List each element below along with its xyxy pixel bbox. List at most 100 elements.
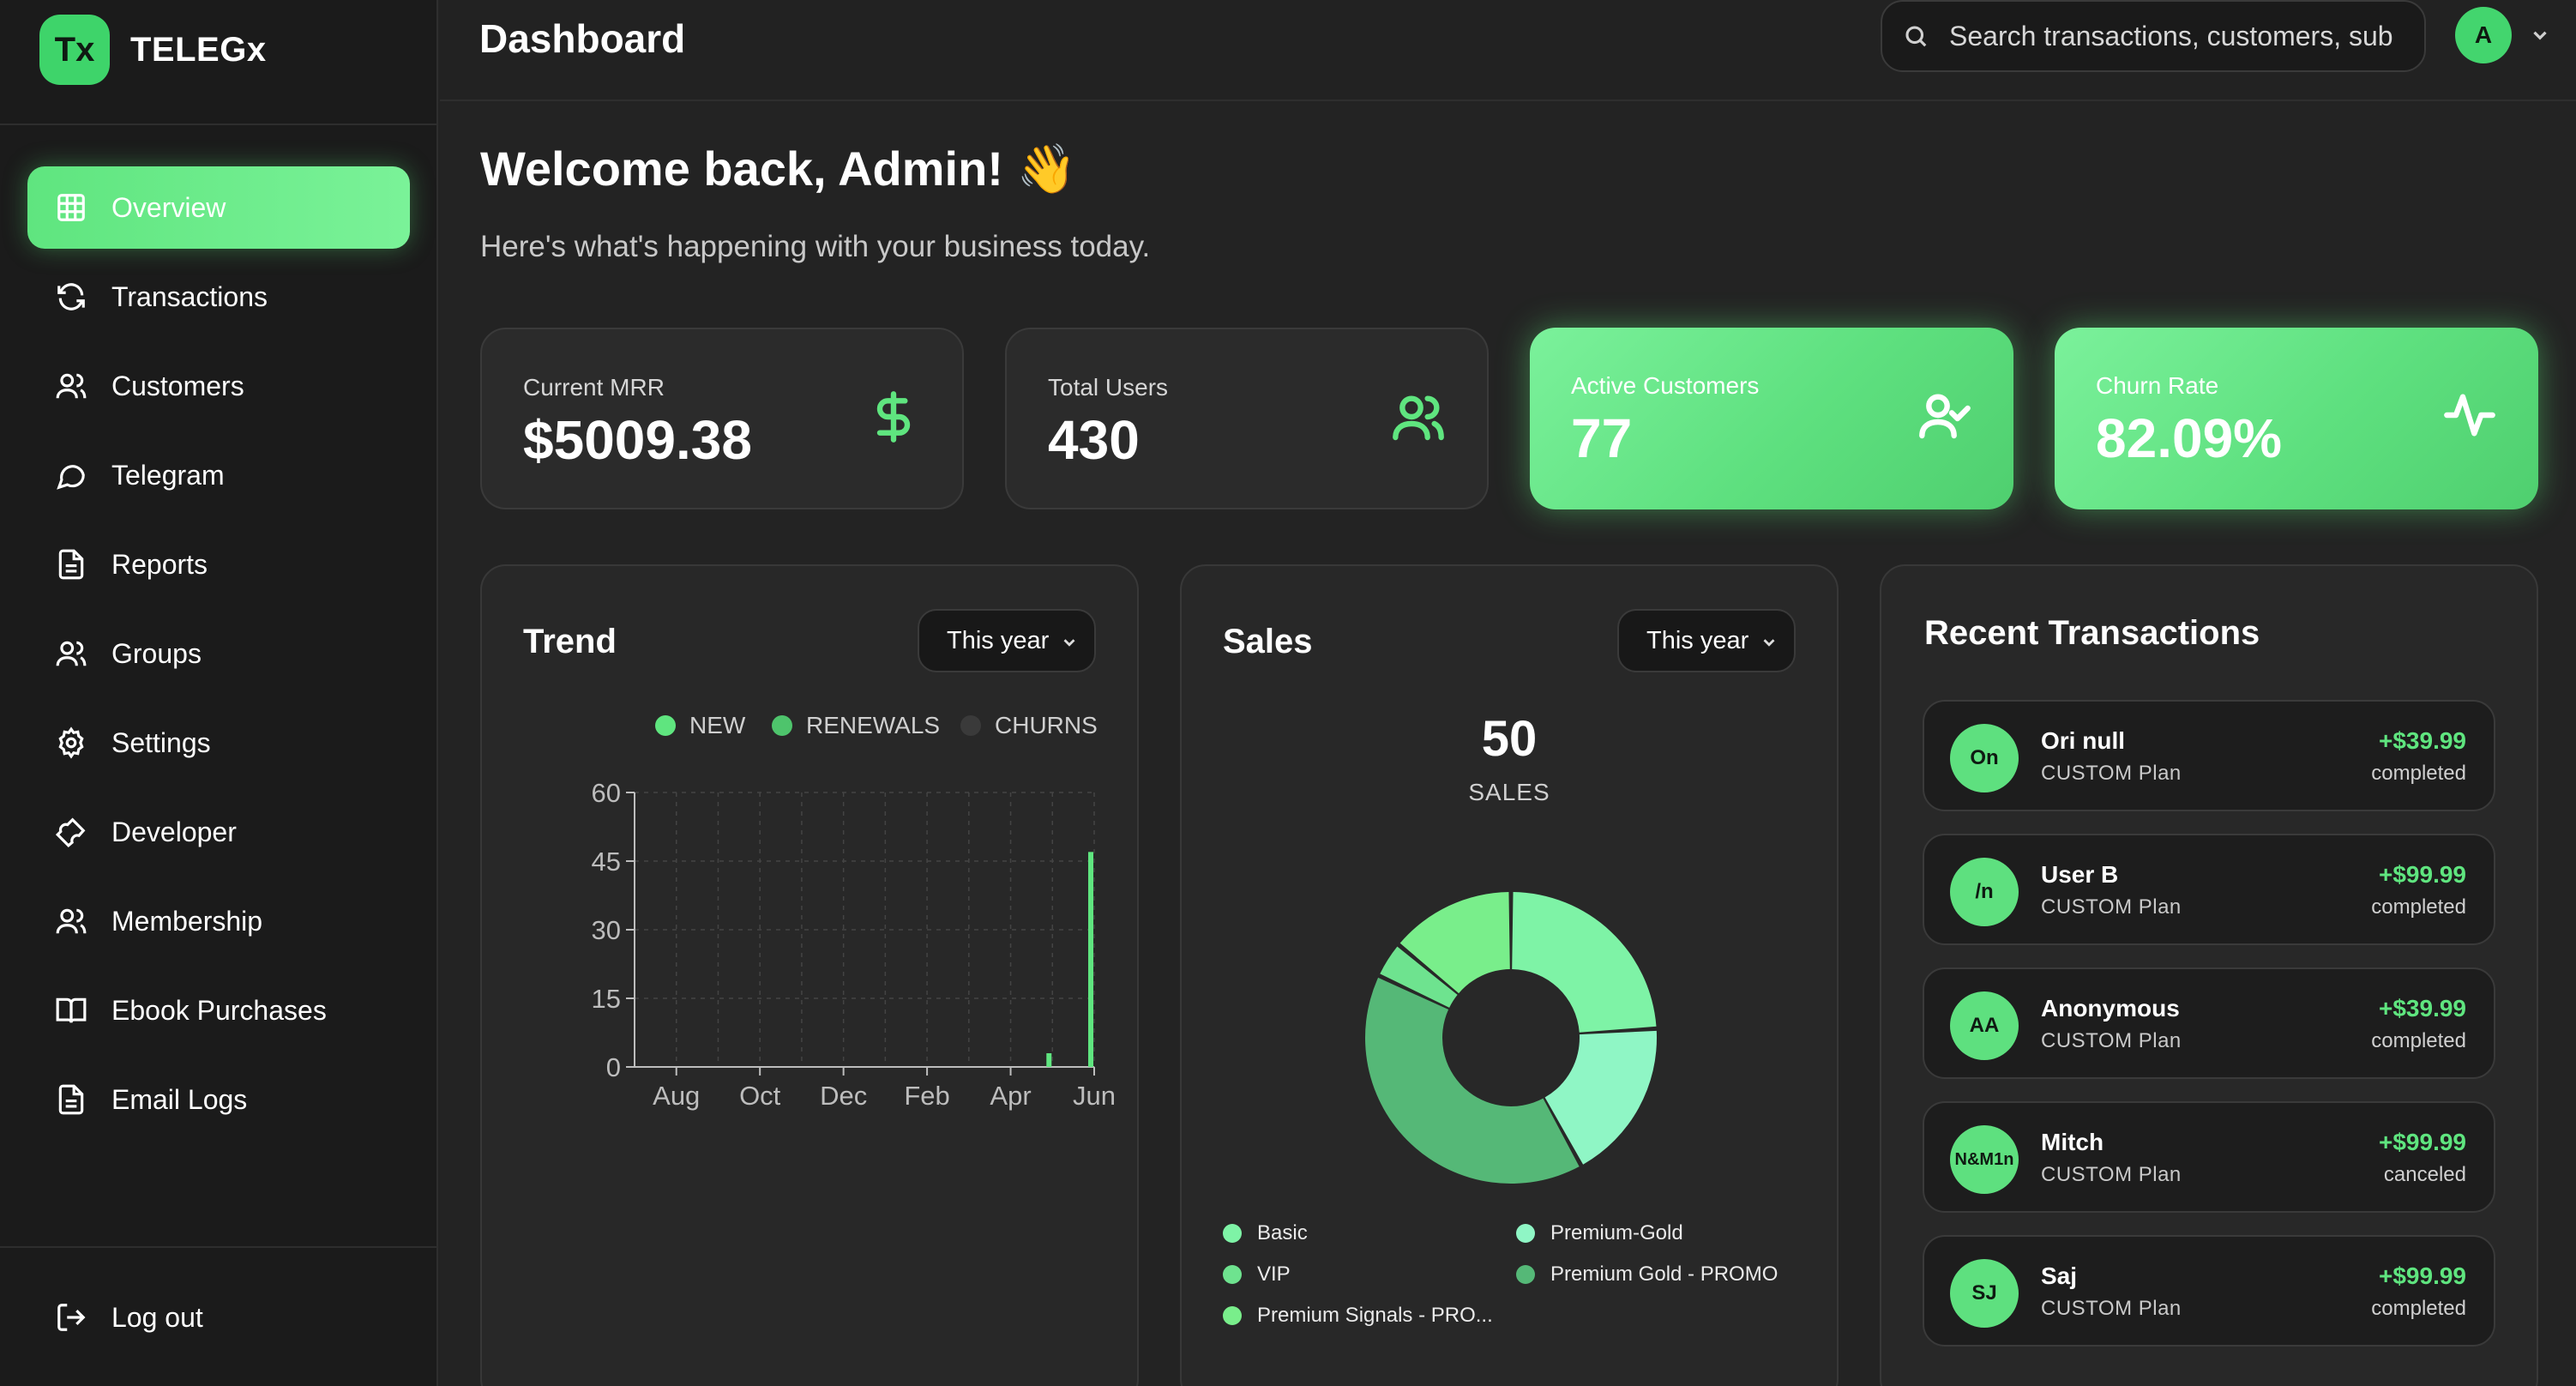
top-header: Dashboard A xyxy=(440,0,2576,101)
trend-legend-item[interactable]: CHURNS xyxy=(960,712,1098,739)
users-icon xyxy=(55,905,87,937)
sidebar-item-label: Settings xyxy=(111,726,211,758)
sidebar-item-ebook-purchases[interactable]: Ebook Purchases xyxy=(27,969,410,1052)
stat-value: 82.09% xyxy=(2096,407,2283,469)
sidebar: Tx TELEGx Overview Transactions Customer… xyxy=(0,0,438,1386)
sales-panel: Sales This year 50 SALES Basic Premium-G… xyxy=(1180,564,1839,1386)
chevron-down-icon xyxy=(1063,639,1075,647)
stat-card-users: Total Users 430 xyxy=(1005,328,1489,509)
avatar: On xyxy=(1950,724,2019,792)
transaction-row[interactable]: N&M1n Mitch CUSTOM Plan +$99.99 canceled xyxy=(1923,1101,2495,1213)
stat-label: Active Customers xyxy=(1571,372,1760,399)
sidebar-item-label: Customers xyxy=(111,370,244,401)
trend-period-dropdown[interactable]: This year xyxy=(918,609,1096,672)
trend-legend-item[interactable]: NEW xyxy=(655,712,745,739)
panel-title: Sales xyxy=(1223,623,1313,660)
transaction-row[interactable]: AA Anonymous CUSTOM Plan +$39.99 complet… xyxy=(1923,967,2495,1079)
refresh-icon xyxy=(55,280,87,313)
transaction-amount: +$39.99 xyxy=(2379,995,2466,1021)
sidebar-item-label: Developer xyxy=(111,816,237,847)
x-tick-label: Apr xyxy=(990,1081,1031,1111)
search-input[interactable] xyxy=(1949,20,2412,52)
sales-total-label: SALES xyxy=(1468,779,1550,805)
legend-label: Premium-Gold xyxy=(1550,1221,1683,1244)
avatar: /n xyxy=(1950,858,2019,926)
grid-icon xyxy=(55,191,87,224)
trend-legend-item[interactable]: RENEWALS xyxy=(772,712,940,739)
document-icon xyxy=(55,548,87,581)
activity-icon xyxy=(2442,388,2497,443)
x-tick-label: Oct xyxy=(739,1081,781,1111)
stat-value: 430 xyxy=(1048,409,1140,471)
stat-card-active-customers: Active Customers 77 xyxy=(1530,328,2013,509)
y-tick-label: 15 xyxy=(592,984,621,1014)
panel-title: Recent Transactions xyxy=(1924,614,2260,652)
sidebar-item-email-logs[interactable]: Email Logs xyxy=(27,1058,410,1141)
sidebar-item-membership[interactable]: Membership xyxy=(27,880,410,962)
sales-legend-item: Premium-Gold xyxy=(1516,1221,1683,1245)
sidebar-item-label: Reports xyxy=(111,548,208,580)
sidebar-item-overview[interactable]: Overview xyxy=(27,166,410,249)
transaction-status: completed xyxy=(2371,1029,2466,1052)
donut-slice xyxy=(1365,977,1580,1184)
transaction-plan: CUSTOM Plan xyxy=(2041,1029,2182,1052)
x-tick-label: Feb xyxy=(904,1081,949,1111)
sidebar-item-groups[interactable]: Groups xyxy=(27,612,410,695)
welcome-subtitle: Here's what's happening with your busine… xyxy=(480,230,1151,263)
x-tick-label: Dec xyxy=(820,1081,867,1111)
sales-legend-item: Premium Signals - PRO... xyxy=(1223,1304,1493,1328)
transaction-plan: CUSTOM Plan xyxy=(2041,1297,2182,1320)
chat-icon xyxy=(55,459,87,491)
sales-legend-item: VIP xyxy=(1223,1262,1291,1287)
transaction-row[interactable]: On Ori null CUSTOM Plan +$39.99 complete… xyxy=(1923,700,2495,811)
transaction-status: completed xyxy=(2371,762,2466,785)
users-icon xyxy=(55,370,87,402)
transaction-row[interactable]: /n User B CUSTOM Plan +$99.99 completed xyxy=(1923,834,2495,945)
stat-label: Total Users xyxy=(1048,374,1169,401)
chevron-down-icon[interactable] xyxy=(2529,24,2551,46)
donut-slice xyxy=(1544,1030,1657,1165)
legend-label: RENEWALS xyxy=(806,712,941,738)
sidebar-item-transactions[interactable]: Transactions xyxy=(27,256,410,338)
search-icon xyxy=(1905,26,1927,47)
logout-button[interactable]: Log out xyxy=(27,1276,410,1359)
transaction-name: User B xyxy=(2041,861,2119,888)
legend-label: CHURNS xyxy=(995,712,1098,738)
trend-chart: 0 15 30 45 60 Aug Oct Dec Feb Apr Jun xyxy=(592,778,1115,1111)
transaction-status: completed xyxy=(2371,1297,2466,1320)
transaction-plan: CUSTOM Plan xyxy=(2041,762,2182,785)
trend-bar xyxy=(1088,852,1093,1067)
sidebar-divider xyxy=(0,124,436,125)
transaction-amount: +$99.99 xyxy=(2379,1262,2466,1289)
avatar[interactable]: A xyxy=(2455,7,2512,63)
transaction-status: completed xyxy=(2371,895,2466,919)
legend-label: Premium Gold - PROMO xyxy=(1550,1262,1779,1286)
transaction-name: Anonymous xyxy=(2041,995,2180,1021)
sales-legend-item: Premium Gold - PROMO xyxy=(1516,1262,1778,1287)
legend-label: VIP xyxy=(1257,1262,1291,1286)
avatar: SJ xyxy=(1950,1259,2019,1328)
document-icon xyxy=(55,1083,87,1116)
trend-panel: Trend This year xyxy=(480,564,1139,1386)
sidebar-item-reports[interactable]: Reports xyxy=(27,523,410,606)
donut-slice xyxy=(1380,946,1458,1008)
sidebar-item-settings[interactable]: Settings xyxy=(27,702,410,784)
brand[interactable]: Tx TELEGx xyxy=(39,14,267,86)
stat-value: 77 xyxy=(1571,407,1633,469)
trend-bar xyxy=(1046,1053,1052,1067)
brand-logo: Tx xyxy=(39,15,110,85)
sales-period-dropdown[interactable]: This year xyxy=(1617,609,1796,672)
transaction-row[interactable]: SJ Saj CUSTOM Plan +$99.99 completed xyxy=(1923,1235,2495,1347)
legend-dot xyxy=(1223,1224,1242,1243)
sidebar-nav: Overview Transactions Customers Telegram… xyxy=(27,166,410,1148)
search-bar[interactable] xyxy=(1881,0,2426,72)
x-tick-label: Aug xyxy=(653,1081,700,1111)
logout: Log out xyxy=(27,1276,410,1365)
dropdown-value: This year xyxy=(1646,626,1749,654)
sidebar-item-telegram[interactable]: Telegram xyxy=(27,434,410,516)
chevron-down-icon xyxy=(1763,639,1775,647)
sidebar-item-customers[interactable]: Customers xyxy=(27,345,410,427)
legend-dot xyxy=(1223,1265,1242,1284)
sidebar-item-developer[interactable]: Developer xyxy=(27,791,410,873)
sidebar-item-label: Telegram xyxy=(111,459,225,491)
